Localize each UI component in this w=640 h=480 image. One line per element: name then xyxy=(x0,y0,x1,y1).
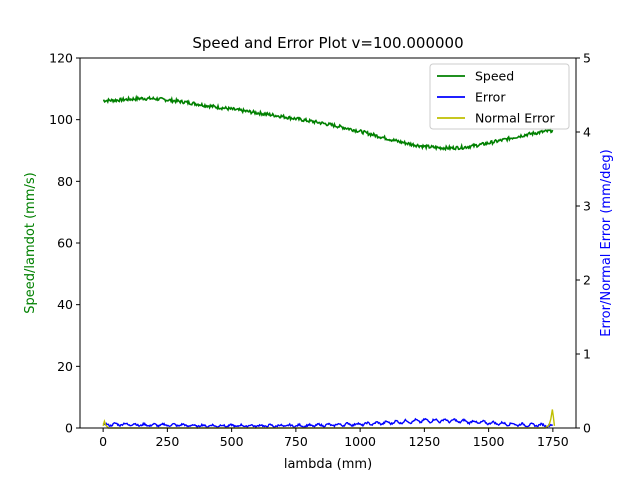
right-y-axis-label: Error/Normal Error (mm/deg) xyxy=(599,149,614,336)
left-y-tick-label: 60 xyxy=(57,236,73,251)
left-y-axis: 0 20 40 60 80 100 120 xyxy=(49,51,80,436)
legend-label: Normal Error xyxy=(475,111,556,126)
right-y-tick-label: 1 xyxy=(583,347,591,362)
x-tick-label: 250 xyxy=(155,434,179,449)
x-axis-label: lambda (mm) xyxy=(284,457,372,472)
legend-box xyxy=(429,63,570,130)
left-y-axis-label: Speed/lamdot (mm/s) xyxy=(23,172,38,313)
left-y-tick-label: 100 xyxy=(49,112,73,127)
x-tick-label: 750 xyxy=(284,434,308,449)
left-y-tick-label: 0 xyxy=(65,421,73,436)
right-y-tick-label: 2 xyxy=(583,273,591,288)
right-y-axis: 0 1 2 3 4 5 xyxy=(576,51,591,436)
right-y-tick-label: 0 xyxy=(583,421,591,436)
legend: Speed Error Normal Error xyxy=(429,63,570,130)
right-y-tick-label: 3 xyxy=(583,199,591,214)
x-tick-label: 1000 xyxy=(344,434,376,449)
x-tick-label: 1250 xyxy=(408,434,440,449)
left-y-tick-label: 80 xyxy=(57,174,73,189)
chart-title: Speed and Error Plot v=100.000000 xyxy=(192,34,463,52)
x-tick-label: 500 xyxy=(220,434,244,449)
series-line-speed xyxy=(102,94,554,152)
legend-label: Error xyxy=(475,90,506,105)
x-tick-label: 1500 xyxy=(473,434,505,449)
x-tick-label: 1750 xyxy=(537,434,569,449)
x-tick-label: 0 xyxy=(99,434,107,449)
legend-label: Speed xyxy=(475,69,514,84)
right-y-tick-label: 5 xyxy=(583,51,591,66)
left-y-tick-label: 20 xyxy=(57,359,73,374)
x-axis: 0 250 500 750 1000 1250 1500 1750 xyxy=(99,428,569,449)
series-line-error xyxy=(102,417,554,430)
right-y-tick-label: 4 xyxy=(583,125,591,140)
left-y-tick-label: 120 xyxy=(49,51,73,66)
left-y-tick-label: 40 xyxy=(57,297,73,312)
